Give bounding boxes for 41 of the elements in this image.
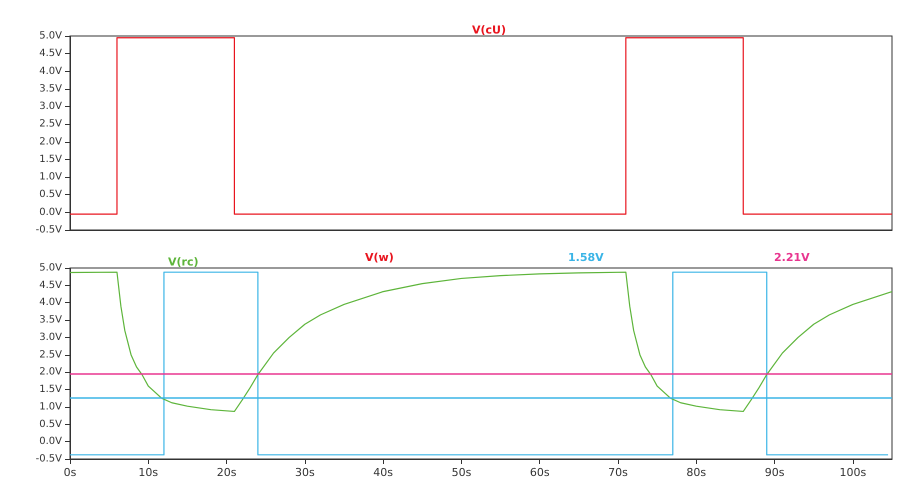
y-tick-label: 0.0V xyxy=(39,206,62,218)
ref-line-label: 2.21V xyxy=(774,251,810,264)
y-tick-label: 2.0V xyxy=(39,366,62,378)
y-tick-label: 3.5V xyxy=(39,83,62,94)
y-tick-label: 2.5V xyxy=(39,349,62,360)
x-tick-label: 90s xyxy=(764,466,785,479)
y-tick-label: 0.0V xyxy=(39,436,62,448)
y-tick-label: 5.0V xyxy=(39,30,62,42)
y-tick-label: 1.5V xyxy=(39,154,62,165)
x-tick-label: 10s xyxy=(138,466,158,479)
x-tick-label: 70s xyxy=(608,466,628,479)
text: V(rc) xyxy=(168,256,199,268)
y-tick-label: 1.5V xyxy=(39,384,62,396)
y-tick-label: 1.0V xyxy=(39,172,62,183)
text: V(cU) xyxy=(472,24,506,36)
y-tick-label: -0.5V xyxy=(36,454,62,464)
y-tick-label: 3.5V xyxy=(39,314,62,326)
y-tick-label: 3.0V xyxy=(39,332,62,343)
y-tick-label: 2.0V xyxy=(39,136,62,148)
x-tick-label: 40s xyxy=(373,466,394,479)
y-tick-label: 3.0V xyxy=(39,101,62,112)
y-tick-label: 0.5V xyxy=(39,418,62,430)
y-tick-label: -0.5V xyxy=(36,224,62,236)
text: V(w) xyxy=(365,251,394,264)
y-tick-label: 4.5V xyxy=(39,48,62,60)
x-tick-label: 100s xyxy=(839,466,866,479)
ref-line-label: 1.58V xyxy=(568,251,604,264)
x-tick-label: 30s xyxy=(294,466,315,479)
x-tick-label: 20s xyxy=(216,466,237,479)
y-tick-label: 2.5V xyxy=(39,118,62,130)
x-tick-label: 50s xyxy=(452,466,472,479)
y-tick-label: 0.5V xyxy=(39,189,62,200)
line-series xyxy=(69,272,893,412)
y-tick-label: 1.0V xyxy=(39,401,62,412)
x-tick-label: 60s xyxy=(530,466,550,479)
y-tick-label: 5.0V xyxy=(39,262,62,274)
y-tick-label: 4.5V xyxy=(39,280,62,291)
y-tick-label: 4.0V xyxy=(39,297,62,308)
x-tick-label: 0s xyxy=(64,466,77,479)
x-tick-label: 80s xyxy=(686,466,706,479)
y-tick-label: 4.0V xyxy=(39,66,62,77)
